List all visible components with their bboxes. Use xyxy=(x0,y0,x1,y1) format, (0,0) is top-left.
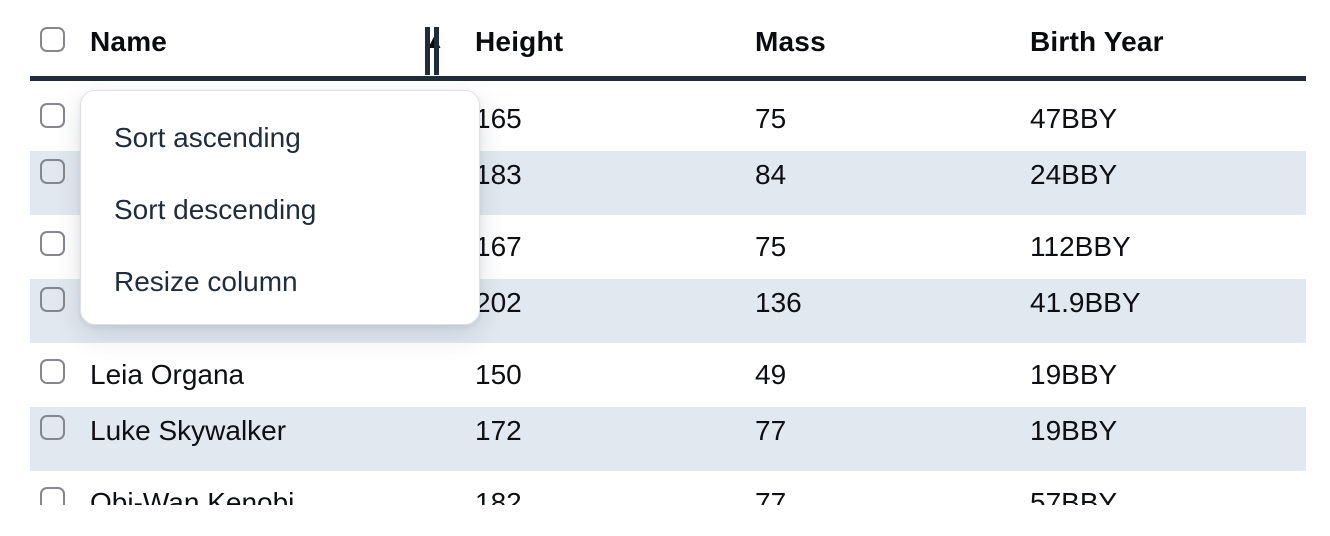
cell-height: 165 xyxy=(475,103,522,134)
cell-name: Luke Skywalker xyxy=(90,415,287,446)
cell-mass: 75 xyxy=(755,103,787,134)
cell-height: 182 xyxy=(475,487,522,505)
cell-height: 202 xyxy=(475,287,522,318)
cell-birth-year: 47BBY xyxy=(1030,103,1118,134)
cell-birth-year: 19BBY xyxy=(1030,415,1118,446)
menu-item-resize-column[interactable]: Resize column xyxy=(114,266,298,297)
column-header-mass[interactable]: Mass xyxy=(755,26,826,57)
row-checkbox[interactable] xyxy=(40,231,65,256)
cell-birth-year: 19BBY xyxy=(1030,359,1118,390)
column-header-name-label: Name xyxy=(90,26,168,57)
table-header-row: Name ▲ Height Mass Birth Year xyxy=(30,8,1306,81)
cell-height: 172 xyxy=(475,415,522,446)
column-context-menu: Sort ascending Sort descending Resize co… xyxy=(80,90,480,325)
row-checkbox[interactable] xyxy=(40,487,65,505)
column-header-name[interactable]: Name ▲ xyxy=(90,26,475,58)
row-checkbox[interactable] xyxy=(40,287,65,312)
table-row[interactable]: 165 75 47BBY xyxy=(30,87,1306,151)
row-checkbox[interactable] xyxy=(40,159,65,184)
cell-name: Leia Organa xyxy=(90,359,245,390)
menu-item-sort-ascending[interactable]: Sort ascending xyxy=(114,122,301,153)
row-checkbox[interactable] xyxy=(40,103,65,128)
cell-height: 167 xyxy=(475,231,522,262)
cell-mass: 77 xyxy=(755,415,787,446)
cell-birth-year: 112BBY xyxy=(1030,231,1131,262)
table-row[interactable]: Luke Skywalker 172 77 19BBY xyxy=(30,407,1306,471)
cell-height: 183 xyxy=(475,159,522,190)
header-checkbox-cell xyxy=(30,27,90,57)
cell-mass: 49 xyxy=(755,359,787,390)
cell-birth-year: 24BBY xyxy=(1030,159,1118,190)
select-all-checkbox[interactable] xyxy=(40,27,65,52)
table-row[interactable]: 167 75 112BBY xyxy=(30,215,1306,279)
row-checkbox[interactable] xyxy=(40,415,65,440)
menu-item-sort-descending[interactable]: Sort descending xyxy=(114,194,317,225)
cell-height: 150 xyxy=(475,359,522,390)
row-checkbox[interactable] xyxy=(40,359,65,384)
column-header-height[interactable]: Height xyxy=(475,26,564,57)
cell-name: Obi-Wan Kenobi xyxy=(90,487,295,505)
table-row[interactable]: Leia Organa 150 49 19BBY xyxy=(30,343,1306,407)
cell-mass: 84 xyxy=(755,159,787,190)
cell-birth-year: 57BBY xyxy=(1030,487,1118,505)
cell-birth-year: 41.9BBY xyxy=(1030,287,1141,318)
column-resize-handle-icon[interactable] xyxy=(425,27,439,75)
table-row[interactable]: Obi-Wan Kenobi 182 77 57BBY xyxy=(30,471,1306,505)
column-header-birth-year[interactable]: Birth Year xyxy=(1030,26,1164,57)
cell-mass: 75 xyxy=(755,231,787,262)
cell-mass: 77 xyxy=(755,487,787,505)
cell-mass: 136 xyxy=(755,287,802,318)
